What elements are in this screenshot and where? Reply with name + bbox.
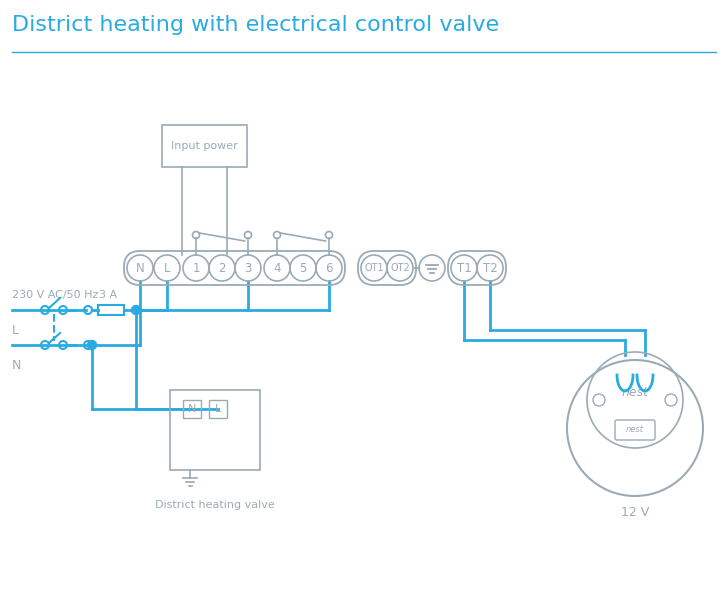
Bar: [162, 125, 247, 167]
Text: L: L: [164, 261, 170, 274]
Bar: [170, 390, 260, 470]
Text: N: N: [135, 261, 144, 274]
Circle shape: [132, 305, 141, 314]
Text: N: N: [188, 404, 196, 414]
Text: T2: T2: [483, 261, 497, 274]
Text: 1: 1: [192, 261, 199, 274]
Text: Input power: Input power: [171, 141, 238, 151]
Bar: [183, 400, 201, 418]
Text: OT1: OT1: [364, 263, 384, 273]
Bar: [209, 400, 227, 418]
Text: 3 A: 3 A: [99, 290, 117, 300]
Bar: [98, 305, 124, 315]
Text: T1: T1: [456, 261, 471, 274]
Text: 4: 4: [273, 261, 281, 274]
Text: OT2: OT2: [390, 263, 410, 273]
Text: 3: 3: [245, 261, 252, 274]
Text: 12 V: 12 V: [621, 506, 649, 519]
Text: 6: 6: [325, 261, 333, 274]
Text: 5: 5: [299, 261, 306, 274]
Text: District heating with electrical control valve: District heating with electrical control…: [12, 15, 499, 35]
Text: N: N: [12, 359, 21, 372]
Text: L: L: [12, 324, 19, 337]
Text: nest: nest: [626, 425, 644, 434]
Text: L: L: [215, 404, 221, 414]
Text: 230 V AC/50 Hz: 230 V AC/50 Hz: [12, 290, 98, 300]
Text: 2: 2: [218, 261, 226, 274]
Circle shape: [87, 340, 97, 349]
Text: nest: nest: [622, 386, 649, 399]
Text: District heating valve: District heating valve: [155, 500, 275, 510]
